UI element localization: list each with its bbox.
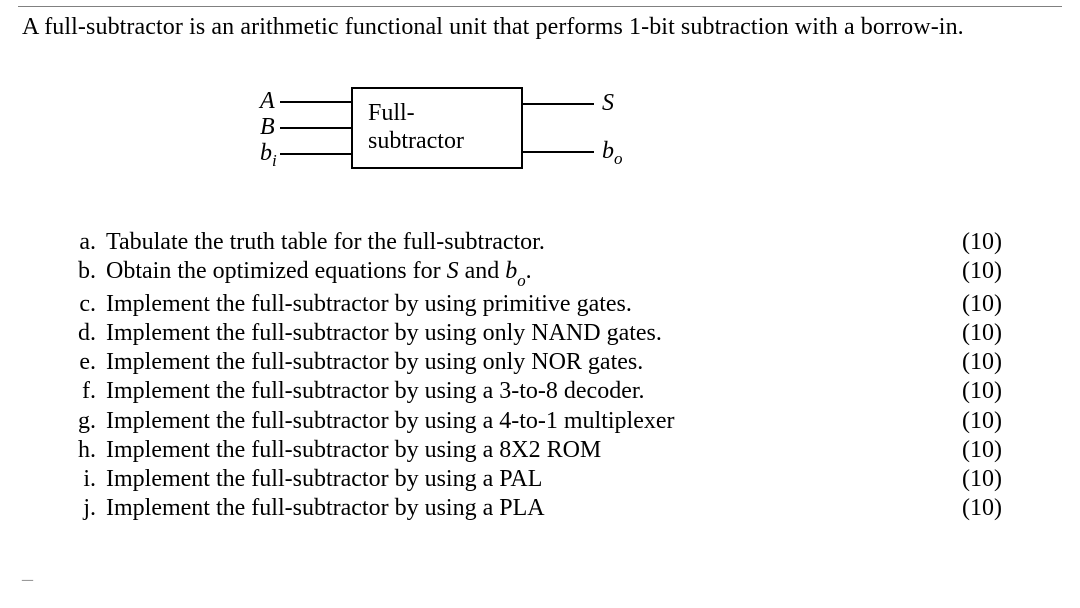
question-text: Implement the full-subtractor by using a… (106, 377, 932, 406)
footer-mark: _ (22, 558, 33, 584)
question-row: g.Implement the full-subtractor by using… (66, 407, 1006, 436)
question-text: Implement the full-subtractor by using a… (106, 436, 932, 465)
question-row: d.Implement the full-subtractor by using… (66, 319, 1006, 348)
question-letter: b. (66, 257, 106, 286)
question-letter: i. (66, 465, 106, 494)
question-row: i.Implement the full-subtractor by using… (66, 465, 1006, 494)
question-letter: f. (66, 377, 106, 406)
question-text: Implement the full-subtractor by using a… (106, 465, 932, 494)
question-row: c.Implement the full-subtractor by using… (66, 290, 1006, 319)
question-letter: e. (66, 348, 106, 377)
question-row: h.Implement the full-subtractor by using… (66, 436, 1006, 465)
question-marks: (10) (932, 494, 1006, 523)
question-letter: h. (66, 436, 106, 465)
label-bi: bi (260, 140, 277, 170)
question-text: Implement the full-subtractor by using o… (106, 348, 932, 377)
question-letter: c. (66, 290, 106, 319)
question-letter: d. (66, 319, 106, 348)
question-text: Tabulate the truth table for the full-su… (106, 228, 932, 257)
label-bo: bo (602, 138, 623, 168)
question-text: Implement the full-subtractor by using a… (106, 494, 932, 523)
label-s: S (602, 90, 614, 116)
question-marks: (10) (932, 377, 1006, 406)
question-marks: (10) (932, 290, 1006, 319)
question-letter: g. (66, 407, 106, 436)
question-marks: (10) (932, 436, 1006, 465)
question-text: Implement the full-subtractor by using o… (106, 319, 932, 348)
question-letter: a. (66, 228, 106, 257)
question-marks: (10) (932, 257, 1006, 286)
intro-text: A full-subtractor is an arithmetic funct… (22, 14, 964, 41)
top-rule (18, 6, 1062, 7)
question-marks: (10) (932, 465, 1006, 494)
question-list: a.Tabulate the truth table for the full-… (66, 228, 1006, 524)
label-b: B (260, 114, 275, 140)
question-text: Implement the full-subtractor by using p… (106, 290, 932, 319)
question-row: b.Obtain the optimized equations for S a… (66, 257, 1006, 289)
question-marks: (10) (932, 228, 1006, 257)
question-text: Obtain the optimized equations for S and… (106, 257, 932, 289)
question-letter: j. (66, 494, 106, 523)
question-row: e.Implement the full-subtractor by using… (66, 348, 1006, 377)
question-row: a.Tabulate the truth table for the full-… (66, 228, 1006, 257)
box-label-line1: Full- (368, 100, 415, 126)
question-marks: (10) (932, 319, 1006, 348)
question-row: f.Implement the full-subtractor by using… (66, 377, 1006, 406)
question-row: j.Implement the full-subtractor by using… (66, 494, 1006, 523)
full-subtractor-diagram: A B bi S bo Full- subtractor (218, 78, 738, 198)
question-text: Implement the full-subtractor by using a… (106, 407, 932, 436)
question-marks: (10) (932, 407, 1006, 436)
question-marks: (10) (932, 348, 1006, 377)
box-label-line2: subtractor (368, 128, 464, 154)
page: A full-subtractor is an arithmetic funct… (0, 0, 1080, 608)
label-a: A (258, 88, 275, 114)
